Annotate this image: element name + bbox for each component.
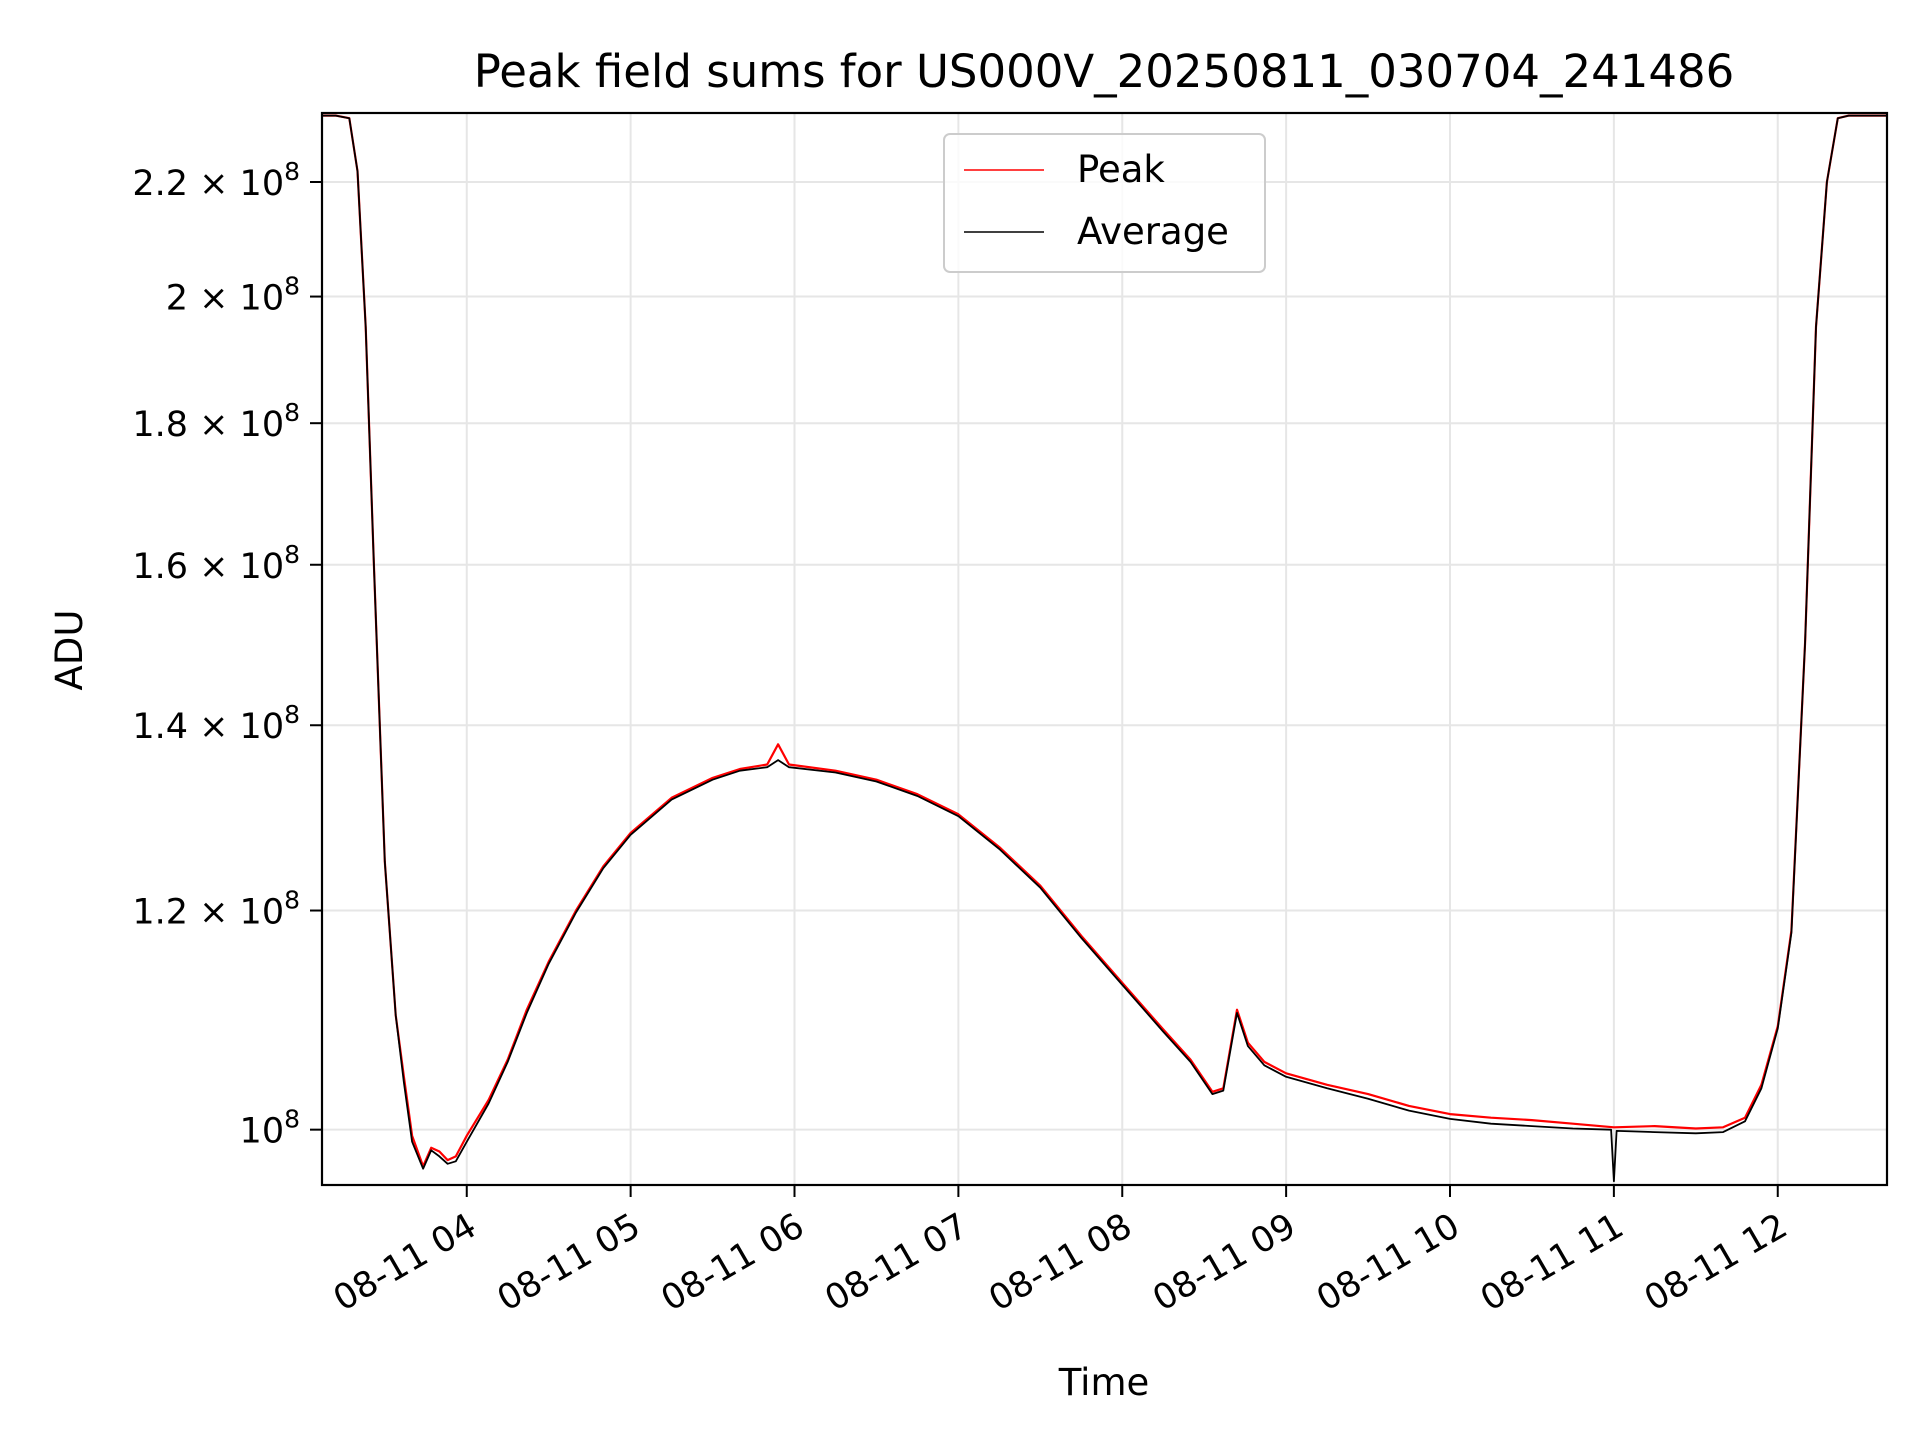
y-tick-label: 108	[240, 1105, 300, 1152]
legend-label-average: Average	[1077, 210, 1229, 253]
y-tick-label: 2 × 108	[166, 272, 300, 319]
plot-area-frame	[320, 111, 1889, 1187]
y-axis-ticks: 108 1.2 × 108 1.4 × 108 1.6 × 108 1.8 × 108 2…	[132, 157, 322, 1152]
legend-label-peak: Peak	[1077, 148, 1165, 191]
chart-title: Peak field sums for US000V_20250811_0307…	[474, 45, 1735, 98]
y-tick-label: 1.8 × 108	[132, 398, 300, 445]
y-tick-label: 1.2 × 108	[132, 886, 300, 933]
plot-series	[322, 114, 1887, 1183]
series-line-average	[322, 114, 1887, 1183]
grid-lines	[322, 113, 1887, 1185]
series-line-peak	[322, 114, 1887, 1168]
y-tick-label: 1.6 × 108	[132, 540, 300, 587]
legend: Peak Average	[943, 133, 1266, 273]
x-axis-label: Time	[1058, 1361, 1150, 1404]
y-tick-label: 2.2 × 108	[132, 157, 300, 204]
y-tick-label: 1.4 × 108	[132, 700, 300, 747]
legend-box	[943, 133, 1266, 273]
y-axis-label: ADU	[48, 610, 91, 691]
